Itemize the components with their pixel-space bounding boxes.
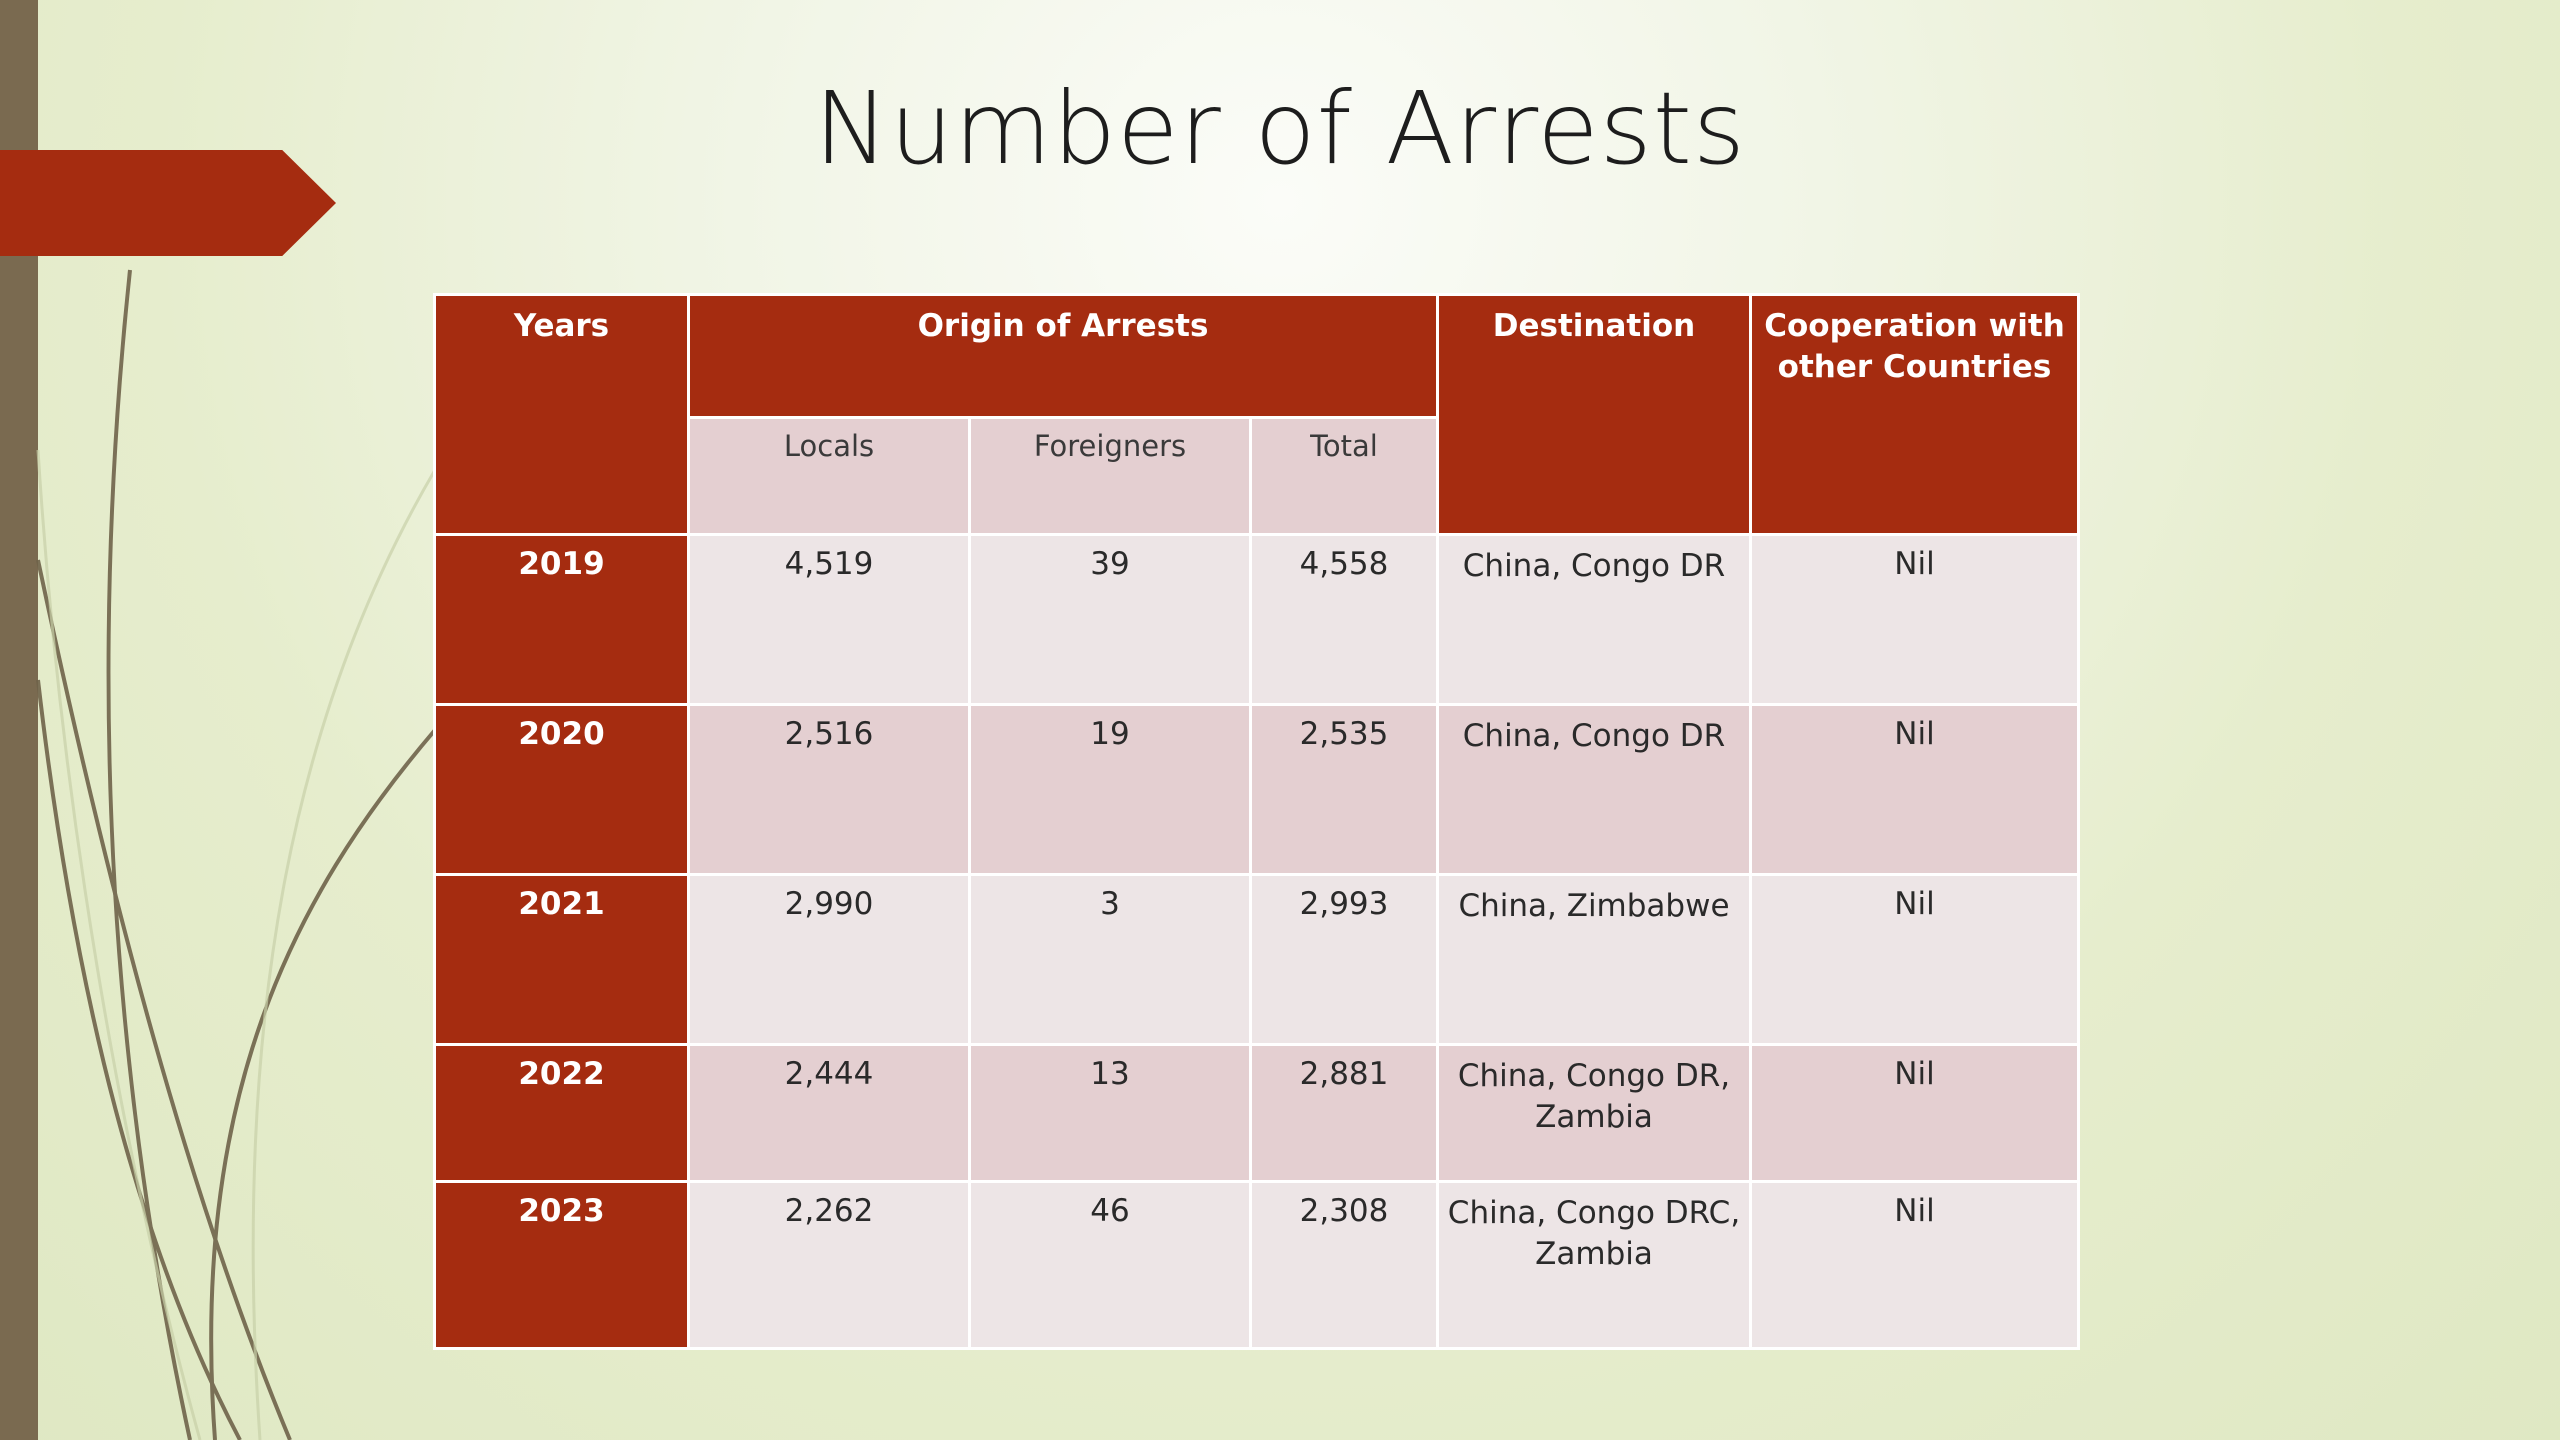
row-destination: China, Congo DR [1436, 703, 1752, 876]
accent-arrow-shape [0, 150, 336, 256]
row-cooperation: Nil [1749, 1180, 2080, 1350]
row-foreigners: 3 [968, 873, 1252, 1046]
row-year: 2023 [433, 1180, 690, 1350]
row-locals: 2,990 [687, 873, 971, 1046]
row-cooperation: Nil [1749, 533, 2080, 706]
subheader-foreigners: Foreigners [968, 416, 1252, 536]
slide-title: Number of Arrests [813, 70, 1747, 187]
row-destination: China, Congo DR, Zambia [1436, 1043, 1752, 1183]
row-total: 2,308 [1249, 1180, 1439, 1350]
row-year: 2020 [433, 703, 690, 876]
header-cooperation: Cooperation with other Countries [1749, 293, 2080, 536]
row-total: 2,993 [1249, 873, 1439, 1046]
header-destination: Destination [1436, 293, 1752, 536]
row-foreigners: 39 [968, 533, 1252, 706]
row-cooperation: Nil [1749, 1043, 2080, 1183]
table-row: 2020 2,516 19 2,535 China, Congo DR Nil [433, 703, 2080, 876]
row-year: 2021 [433, 873, 690, 1046]
row-destination: China, Congo DRC, Zambia [1436, 1180, 1752, 1350]
table-row: 2022 2,444 13 2,881 China, Congo DR, Zam… [433, 1043, 2080, 1183]
row-cooperation: Nil [1749, 873, 2080, 1046]
row-year: 2019 [433, 533, 690, 706]
table-header-row: Years Origin of Arrests Destination Coop… [433, 293, 2080, 536]
row-year: 2022 [433, 1043, 690, 1183]
subheader-locals: Locals [687, 416, 971, 536]
subheader-total: Total [1249, 416, 1439, 536]
arrests-table: Years Origin of Arrests Destination Coop… [433, 293, 2080, 1350]
row-foreigners: 19 [968, 703, 1252, 876]
table-row: 2019 4,519 39 4,558 China, Congo DR Nil [433, 533, 2080, 706]
row-locals: 2,516 [687, 703, 971, 876]
row-total: 2,881 [1249, 1043, 1439, 1183]
header-years: Years [433, 293, 690, 536]
table-subheader-row: Locals Foreigners Total [435, 416, 2079, 536]
row-total: 2,535 [1249, 703, 1439, 876]
row-foreigners: 13 [968, 1043, 1252, 1183]
row-total: 4,558 [1249, 533, 1439, 706]
row-locals: 2,262 [687, 1180, 971, 1350]
row-destination: China, Congo DR [1436, 533, 1752, 706]
row-destination: China, Zimbabwe [1436, 873, 1752, 1046]
table-row: 2021 2,990 3 2,993 China, Zimbabwe Nil [433, 873, 2080, 1046]
row-foreigners: 46 [968, 1180, 1252, 1350]
row-cooperation: Nil [1749, 703, 2080, 876]
row-locals: 4,519 [687, 533, 971, 706]
row-locals: 2,444 [687, 1043, 971, 1183]
header-origin: Origin of Arrests [687, 293, 1439, 419]
table-row: 2023 2,262 46 2,308 China, Congo DRC, Za… [433, 1180, 2080, 1350]
